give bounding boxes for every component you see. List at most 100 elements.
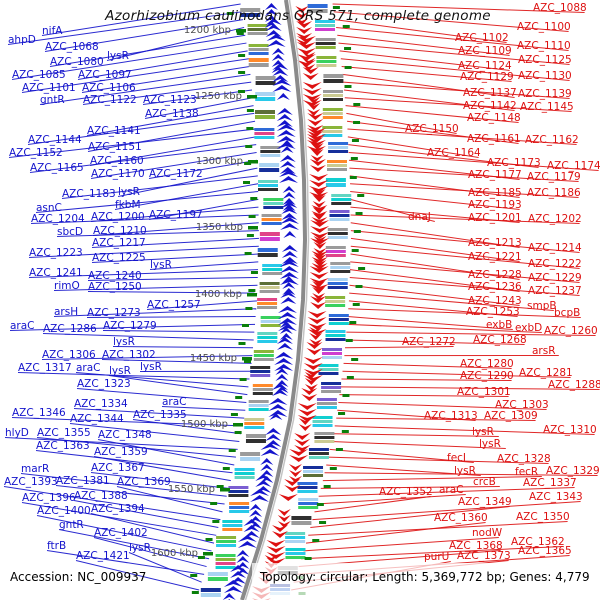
- gene-arrow-forward[interactable]: [283, 231, 297, 238]
- gene-label[interactable]: araC: [162, 395, 187, 408]
- gene-label[interactable]: ahpD: [8, 33, 36, 46]
- gene-label[interactable]: AZC_1124: [458, 59, 512, 72]
- gene-arrow-forward[interactable]: [276, 108, 293, 127]
- gene-arrow-forward[interactable]: [237, 535, 257, 548]
- gene-arrow-reverse[interactable]: [284, 479, 301, 492]
- gene-label[interactable]: AZC_1229: [528, 271, 582, 284]
- gene-arrow-reverse[interactable]: [312, 189, 326, 220]
- gene-label[interactable]: AZC_1250: [88, 280, 142, 293]
- gene-arrow-forward[interactable]: [272, 79, 292, 92]
- gene-label[interactable]: AZC_1225: [92, 251, 146, 264]
- gene-label[interactable]: AZC_1373: [457, 549, 511, 562]
- gene-label[interactable]: nodW: [472, 526, 503, 539]
- gene-label[interactable]: AZC_1359: [94, 445, 148, 458]
- gene-label[interactable]: AZC_1303: [495, 398, 549, 411]
- gene-label[interactable]: AZC_1393: [4, 475, 58, 488]
- gene-label[interactable]: AZC_1352: [379, 485, 433, 498]
- gene-label[interactable]: AZC_1362: [511, 535, 565, 548]
- gene-label[interactable]: AZC_1272: [402, 335, 456, 348]
- gene-arrow-forward[interactable]: [282, 186, 296, 211]
- gene-arrow-forward[interactable]: [275, 368, 289, 393]
- gene-label[interactable]: lysR: [454, 464, 476, 477]
- gene-arrow-forward[interactable]: [280, 217, 300, 230]
- gene-arrow-reverse[interactable]: [278, 494, 298, 501]
- gene-arrow-reverse[interactable]: [309, 159, 326, 172]
- gene-label[interactable]: AZC_1365: [518, 544, 572, 557]
- gene-label[interactable]: AZC_1337: [523, 476, 577, 489]
- gene-label[interactable]: lysR: [140, 360, 162, 373]
- gene-label[interactable]: AZC_1368: [449, 539, 503, 552]
- gene-label[interactable]: AZC_1129: [460, 70, 514, 83]
- gene-label[interactable]: AZC_1363: [36, 439, 90, 452]
- gene-label[interactable]: AZC_1281: [519, 366, 573, 379]
- gene-label[interactable]: bcpB: [554, 306, 581, 319]
- gene-label[interactable]: AZC_1323: [77, 377, 131, 390]
- gene-arrow-reverse[interactable]: [288, 464, 302, 483]
- gene-arrow-reverse[interactable]: [302, 67, 319, 80]
- gene-arrow-reverse[interactable]: [307, 311, 327, 336]
- gene-arrow-forward[interactable]: [279, 170, 298, 183]
- gene-arrow-reverse[interactable]: [310, 220, 330, 245]
- gene-label[interactable]: AZC_1369: [117, 475, 171, 488]
- gene-label[interactable]: AZC_1100: [517, 20, 571, 33]
- gene-label[interactable]: AZC_1402: [94, 526, 148, 539]
- gene-arrow-reverse[interactable]: [307, 113, 324, 144]
- gene-label[interactable]: AZC_1141: [87, 124, 141, 137]
- gene-arrow-reverse[interactable]: [304, 372, 318, 391]
- gene-label[interactable]: AZC_1142: [463, 99, 517, 112]
- gene-label[interactable]: AZC_1201: [468, 211, 522, 224]
- gene-arrow-reverse[interactable]: [298, 418, 312, 431]
- gene-label[interactable]: AZC_1290: [460, 369, 514, 382]
- gene-label[interactable]: AZC_1106: [82, 81, 136, 94]
- gene-label[interactable]: AZC_1223: [29, 246, 83, 259]
- gene-label[interactable]: AZC_1161: [467, 132, 521, 145]
- gene-label[interactable]: AZC_1186: [527, 186, 581, 199]
- gene-label[interactable]: AZC_1309: [484, 409, 538, 422]
- gene-arrow-reverse[interactable]: [311, 205, 328, 224]
- gene-label[interactable]: AZC_1160: [90, 154, 144, 167]
- gene-label[interactable]: AZC_1080: [50, 55, 104, 68]
- gene-arrow-forward[interactable]: [279, 155, 296, 174]
- gene-label[interactable]: AZC_1279: [103, 319, 157, 332]
- gene-label[interactable]: AZC_1280: [460, 357, 514, 370]
- gene-label[interactable]: AZC_1177: [468, 168, 522, 181]
- gene-label[interactable]: AZC_1109: [458, 44, 512, 57]
- gene-label[interactable]: asnC: [36, 201, 62, 214]
- gene-arrow-forward[interactable]: [264, 3, 278, 28]
- gene-label[interactable]: AZC_1204: [31, 212, 85, 225]
- gene-label[interactable]: AZC_1343: [529, 490, 583, 503]
- gene-arrow-forward[interactable]: [274, 352, 294, 371]
- gene-label[interactable]: AZC_1243: [468, 294, 522, 307]
- gene-label[interactable]: lysR: [129, 541, 151, 554]
- gene-label[interactable]: rimO: [54, 279, 80, 292]
- gene-label[interactable]: AZC_1329: [546, 464, 600, 477]
- gene-arrow-reverse[interactable]: [296, 21, 313, 46]
- gene-arrow-forward[interactable]: [276, 337, 293, 350]
- gene-label[interactable]: AZC_1173: [487, 156, 541, 169]
- gene-label[interactable]: AZC_1101: [22, 81, 76, 94]
- gene-label[interactable]: AZC_1288: [548, 378, 600, 391]
- gene-label[interactable]: AZC_1317: [18, 361, 72, 374]
- gene-label[interactable]: fecI: [447, 451, 467, 464]
- gene-label[interactable]: AZC_1313: [424, 409, 478, 422]
- gene-label[interactable]: lysR: [109, 364, 131, 377]
- gene-label[interactable]: AZC_1210: [93, 224, 147, 237]
- gene-label[interactable]: AZC_1125: [518, 53, 572, 66]
- gene-label[interactable]: AZC_1144: [28, 133, 82, 146]
- gene-label[interactable]: ftrB: [47, 539, 67, 552]
- gene-label[interactable]: AZC_1257: [147, 298, 201, 311]
- gene-label[interactable]: AZC_1193: [468, 198, 522, 211]
- gene-arrow-forward[interactable]: [265, 428, 282, 447]
- gene-label[interactable]: AZC_1110: [517, 39, 571, 52]
- gene-label[interactable]: AZC_1172: [149, 167, 203, 180]
- gene-arrow-reverse[interactable]: [289, 449, 309, 462]
- gene-label[interactable]: gntR: [40, 93, 65, 106]
- gene-label[interactable]: lysR: [150, 258, 172, 271]
- gene-arrow-forward[interactable]: [269, 413, 283, 420]
- gene-label[interactable]: AZC_1253: [466, 305, 520, 318]
- gene-label[interactable]: AZC_1328: [497, 452, 551, 465]
- gene-label[interactable]: AZC_1350: [516, 510, 570, 523]
- gene-label[interactable]: AZC_1130: [518, 69, 572, 82]
- gene-label[interactable]: AZC_1221: [468, 250, 522, 263]
- gene-arrow-reverse[interactable]: [310, 296, 327, 309]
